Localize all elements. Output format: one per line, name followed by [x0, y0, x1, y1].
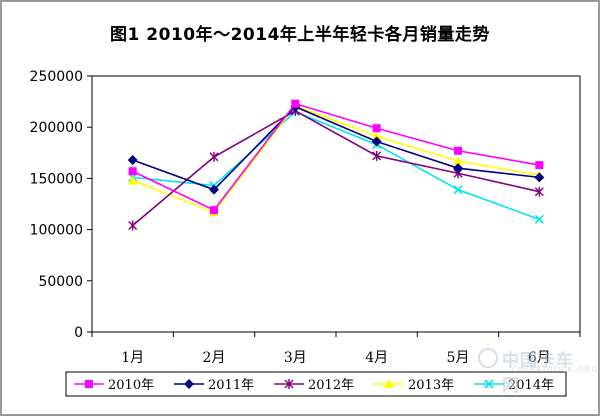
data-point [534, 172, 545, 183]
legend-marker-shape [284, 379, 294, 389]
legend-marker-shape [484, 379, 494, 389]
data-point [291, 99, 300, 108]
plot-area [91, 75, 581, 333]
y-tick-label: 250000 [30, 69, 83, 85]
data-point [371, 136, 382, 147]
watermark: 中国卡车网 CHINATRUCK.ORG [478, 346, 598, 396]
chart-title: 图1 2010年～2014年上半年轻卡各月销量走势 [110, 25, 490, 45]
legend-label: 2014年 [508, 378, 554, 393]
legend-marker-shape [85, 380, 93, 388]
y-tick-label: 50000 [38, 274, 83, 290]
legend-marker-shape [184, 379, 194, 389]
data-point [372, 124, 381, 133]
legend-marker [284, 379, 294, 389]
x-tick-label: 4月 [365, 350, 388, 366]
data-point [371, 131, 382, 141]
legend-label: 2010年 [108, 378, 154, 393]
y-tick-label: 150000 [30, 171, 83, 187]
series-line [132, 102, 540, 212]
x-tick-label: 2月 [203, 350, 226, 366]
series-line [132, 109, 540, 227]
y-tick-label: 100000 [30, 223, 83, 239]
data-point [454, 146, 462, 155]
data-point [534, 214, 544, 224]
data-point [127, 175, 138, 185]
series-line [132, 110, 540, 221]
legend-marker [384, 379, 394, 388]
series-line [132, 104, 540, 214]
series-0 [128, 99, 544, 215]
data-point [210, 206, 218, 215]
data-point [453, 185, 463, 195]
y-tick-label: 0 [74, 325, 83, 341]
data-point [453, 163, 463, 174]
data-point [535, 161, 544, 170]
data-point [453, 155, 463, 165]
legend-label: 2011年 [208, 378, 254, 393]
data-point [534, 186, 544, 197]
data-point [209, 151, 219, 162]
watermark-logo-icon [478, 348, 498, 368]
data-point [127, 154, 138, 165]
legend-label: 2012年 [308, 378, 354, 393]
x-tick-label: 3月 [284, 350, 307, 366]
watermark-text: 中国卡车网 [502, 351, 574, 396]
x-tick-label: 1月 [121, 350, 144, 366]
data-point [209, 184, 219, 195]
legend-marker [484, 379, 494, 389]
y-tick-label: 200000 [30, 120, 83, 136]
series-1 [127, 101, 545, 195]
legend-label: 2013年 [408, 378, 454, 393]
series-line [132, 105, 540, 191]
x-tick-label: 6月 [528, 350, 551, 366]
data-point [128, 167, 137, 176]
legend-marker-shape [384, 379, 394, 388]
legend-marker [85, 380, 93, 388]
legend-marker [184, 379, 194, 389]
data-point [372, 150, 382, 161]
x-tick-label: 5月 [447, 350, 470, 366]
watermark-subtext: CHINATRUCK.ORG [512, 365, 599, 374]
data-point [128, 220, 138, 231]
